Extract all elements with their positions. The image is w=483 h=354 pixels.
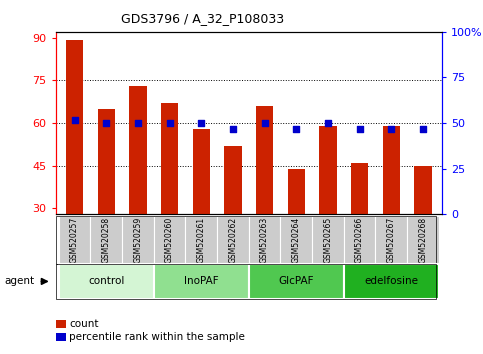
Text: GSM520261: GSM520261 xyxy=(197,217,206,263)
Bar xyxy=(312,216,344,264)
Bar xyxy=(375,216,407,264)
Bar xyxy=(122,216,154,264)
Bar xyxy=(287,169,305,214)
Text: control: control xyxy=(88,276,125,286)
Text: GSM520268: GSM520268 xyxy=(418,217,427,263)
Point xyxy=(71,117,78,123)
Text: GSM520267: GSM520267 xyxy=(387,217,396,263)
Text: GDS3796 / A_32_P108033: GDS3796 / A_32_P108033 xyxy=(121,12,284,25)
Text: GlcPAF: GlcPAF xyxy=(279,276,314,286)
Point xyxy=(419,126,427,132)
Bar xyxy=(217,216,249,264)
Bar xyxy=(249,264,344,299)
Text: count: count xyxy=(69,319,99,329)
Text: GSM520263: GSM520263 xyxy=(260,217,269,263)
Bar xyxy=(344,216,375,264)
Text: InoPAF: InoPAF xyxy=(184,276,218,286)
Point xyxy=(134,120,142,126)
Text: GSM520265: GSM520265 xyxy=(324,217,332,263)
Text: GSM520257: GSM520257 xyxy=(70,217,79,263)
Bar xyxy=(193,129,210,214)
Bar xyxy=(59,216,90,264)
Point xyxy=(356,126,364,132)
Text: agent: agent xyxy=(5,276,35,286)
Bar xyxy=(185,216,217,264)
Bar xyxy=(66,40,83,214)
Bar xyxy=(98,109,115,214)
Bar xyxy=(407,216,439,264)
Bar xyxy=(154,216,185,264)
Bar xyxy=(59,264,154,299)
Text: edelfosine: edelfosine xyxy=(364,276,418,286)
Bar xyxy=(351,163,369,214)
Bar xyxy=(154,264,249,299)
Text: GSM520259: GSM520259 xyxy=(133,217,142,263)
Point xyxy=(324,120,332,126)
Point xyxy=(387,126,395,132)
Bar xyxy=(281,216,312,264)
Text: GSM520258: GSM520258 xyxy=(102,217,111,263)
Bar xyxy=(224,146,242,214)
Text: GSM520262: GSM520262 xyxy=(228,217,238,263)
Text: GSM520264: GSM520264 xyxy=(292,217,301,263)
Bar xyxy=(383,126,400,214)
Text: percentile rank within the sample: percentile rank within the sample xyxy=(69,332,245,342)
Point xyxy=(261,120,269,126)
Text: GSM520260: GSM520260 xyxy=(165,217,174,263)
Bar xyxy=(319,126,337,214)
Bar xyxy=(161,103,178,214)
Bar xyxy=(256,106,273,214)
Bar xyxy=(344,264,439,299)
Text: GSM520266: GSM520266 xyxy=(355,217,364,263)
Point xyxy=(102,120,110,126)
Bar xyxy=(249,216,281,264)
Bar xyxy=(414,166,432,214)
Point xyxy=(292,126,300,132)
Bar xyxy=(90,216,122,264)
Point xyxy=(198,120,205,126)
Bar xyxy=(129,86,147,214)
Point xyxy=(166,120,173,126)
Point xyxy=(229,126,237,132)
